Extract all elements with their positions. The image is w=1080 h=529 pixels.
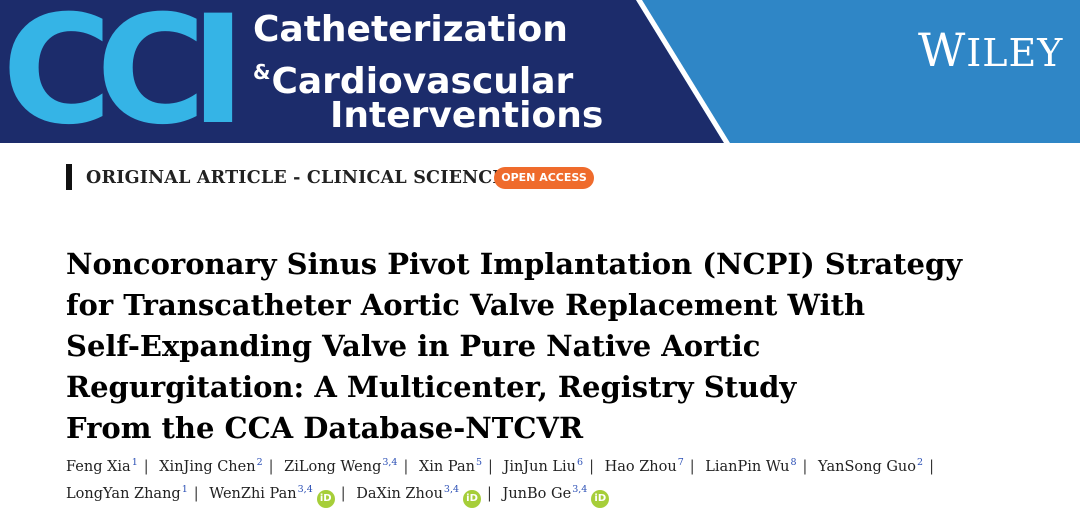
author[interactable]: XinJing Chen2 [159, 457, 263, 475]
banner-divider-stripe [636, 0, 730, 143]
orcid-icon[interactable]: iD [463, 490, 482, 508]
author-name: YanSong Guo [818, 459, 917, 475]
author-separator: | [802, 459, 808, 475]
author-list: Feng Xia1 | XinJing Chen2 | ZiLong Weng3,4… [66, 455, 1056, 508]
title-line: Regurgitation: A Multicenter, Registry S… [66, 370, 797, 404]
author-name: ZiLong Weng [284, 459, 382, 475]
author[interactable]: ZiLong Weng3,4 [284, 457, 398, 475]
affiliation-ref: 5 [475, 457, 483, 468]
affiliation-ref: 1 [181, 484, 188, 495]
section-marker [66, 164, 72, 190]
author[interactable]: YanSong Guo2 [818, 457, 924, 475]
publisher-initial: W [918, 23, 967, 77]
author-name: Hao Zhou [604, 459, 677, 475]
author-separator: | [403, 459, 409, 475]
author-name: LianPin Wu [705, 459, 790, 475]
author[interactable]: Hao Zhou7 [604, 457, 684, 475]
journal-name-line-1: Catheterization [253, 9, 568, 50]
journal-name-line-2-text: Cardiovascular [271, 61, 574, 102]
author[interactable]: LongYan Zhang1 [66, 484, 188, 502]
author-name: LongYan Zhang [66, 486, 181, 502]
affiliation-ref: 3,4 [382, 457, 398, 468]
author-name: DaXin Zhou [356, 486, 443, 502]
author-separator: | [929, 459, 934, 475]
author-name: Feng Xia [66, 459, 131, 475]
title-line: Self-Expanding Valve in Pure Native Aort… [66, 329, 761, 363]
affiliation-ref: 1 [131, 457, 138, 468]
title-line: for Transcatheter Aortic Valve Replaceme… [66, 288, 866, 322]
author-separator: | [143, 459, 149, 475]
affiliation-ref: 2 [917, 457, 924, 468]
article-title: Noncoronary Sinus Pivot Implantation (NC… [66, 244, 1026, 449]
affiliation-ref: 3,4 [443, 484, 460, 495]
author-row: Feng Xia1 | XinJing Chen2 | ZiLong Weng3,4… [66, 455, 1056, 479]
orcid-icon[interactable]: iD [316, 490, 335, 508]
affiliation-ref: 8 [790, 457, 797, 468]
banner-navy-panel [0, 0, 724, 143]
banner-background [0, 0, 1080, 143]
author[interactable]: Feng Xia1 [66, 457, 138, 475]
affiliation-ref: 6 [577, 457, 584, 468]
author-name: XinJing Chen [159, 459, 256, 475]
title-line: Noncoronary Sinus Pivot Implantation (NC… [66, 247, 963, 281]
author-separator: | [488, 459, 493, 475]
affiliation-ref: 3,4 [572, 484, 588, 495]
journal-name-line-2: &Cardiovascular [253, 52, 573, 102]
publisher-rest: ILEY [966, 31, 1064, 75]
open-access-badge[interactable]: OPEN ACCESS [494, 167, 594, 189]
author-separator: | [340, 486, 346, 502]
author-name: WenZhi Pan [209, 486, 297, 502]
author[interactable]: Xin Pan5 [418, 457, 483, 475]
title-line: From the CCA Database-NTCVR [66, 411, 584, 445]
journal-name-line-3: Interventions [330, 95, 604, 136]
author-separator: | [193, 486, 199, 502]
publisher-logo[interactable]: WILEY [918, 27, 1064, 75]
affiliation-ref: 2 [256, 457, 263, 468]
journal-logo: CCI [2, 0, 246, 143]
article-section-label: ORIGINAL ARTICLE - CLINICAL SCIENCE [86, 168, 506, 188]
journal-banner: CCI Catheterization &Cardiovascular Inte… [0, 0, 1080, 143]
author[interactable]: LianPin Wu8 [705, 457, 797, 475]
affiliation-ref: 3,4 [297, 484, 313, 495]
ampersand: & [253, 60, 271, 84]
author-separator: | [689, 459, 695, 475]
author[interactable]: DaXin Zhou3,4iD [356, 484, 482, 508]
orcid-icon[interactable]: iD [591, 490, 610, 508]
affiliation-ref: 7 [677, 457, 684, 468]
author-separator: | [268, 459, 274, 475]
author-name: Xin Pan [418, 459, 475, 475]
author-separator: | [487, 486, 492, 502]
author-separator: | [589, 459, 594, 475]
author[interactable]: WenZhi Pan3,4iD [209, 484, 335, 508]
author-name: JunBo Ge [502, 486, 572, 502]
author[interactable]: JinJun Liu6 [503, 457, 584, 475]
author-row: LongYan Zhang1 | WenZhi Pan3,4iD | DaXin Z… [66, 482, 1056, 508]
author[interactable]: JunBo Ge3,4iD [502, 484, 610, 508]
author-name: JinJun Liu [503, 459, 577, 475]
